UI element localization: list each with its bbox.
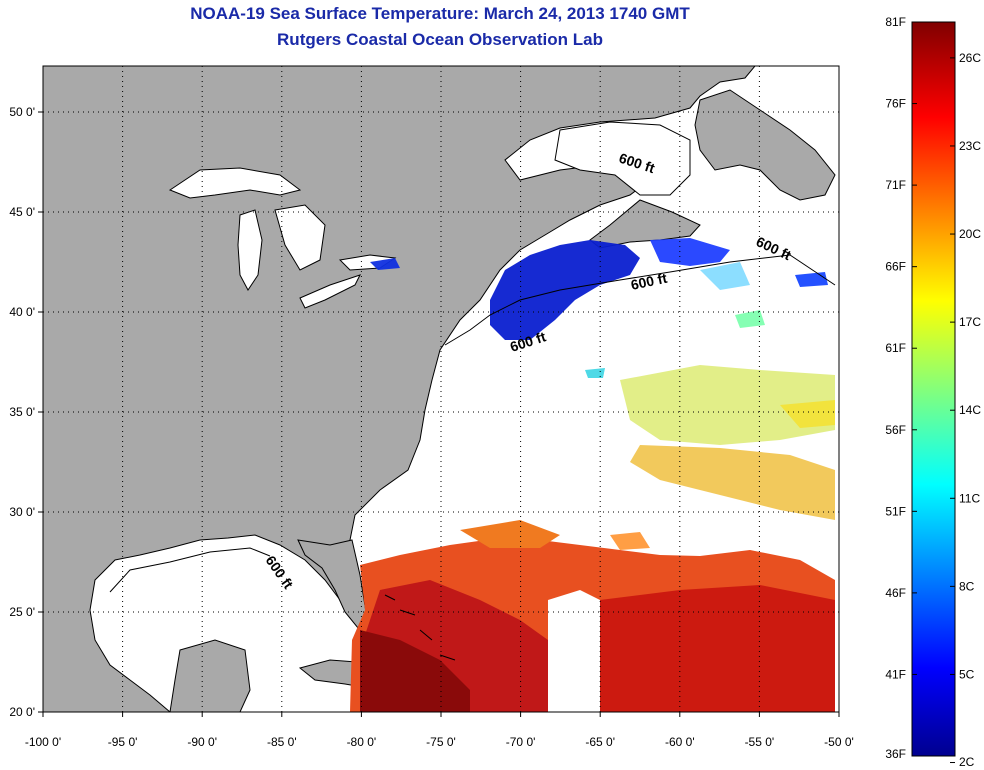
colorbar-c-label: 11C xyxy=(959,491,980,505)
lat-tick-label: 50 0' xyxy=(9,105,35,119)
sst-cold-shelf xyxy=(370,238,828,340)
colorbar-c-label: 2C xyxy=(959,755,975,769)
land-nova-scotia xyxy=(589,199,701,249)
colorbar-f-label: 61F xyxy=(885,341,906,355)
land-newfoundland xyxy=(694,89,836,201)
colorbar-c-label: 14C xyxy=(959,403,981,417)
colorbar-f-label: 71F xyxy=(885,178,906,192)
colorbar-c-label: 8C xyxy=(959,579,975,593)
colorbar-fahrenheit-labels: 81F 76F 71F 66F 61F 56F 51F 46F 41F 36F xyxy=(885,15,917,761)
sst-mid xyxy=(620,365,835,520)
sst-warm xyxy=(350,520,835,712)
colorbar-f-label: 41F xyxy=(885,667,906,681)
land-north-america xyxy=(43,66,756,712)
colorbar-c-label: 5C xyxy=(959,667,975,681)
lon-tick-label: -50 0' xyxy=(824,735,854,749)
lon-tick-label: -75 0' xyxy=(426,735,456,749)
lat-tick-label: 25 0' xyxy=(9,605,35,619)
map-subtitle: Rutgers Coastal Ocean Observation Lab xyxy=(277,30,603,49)
colorbar-f-label: 36F xyxy=(885,747,906,761)
lake-huron xyxy=(274,204,326,271)
colorbar-celsius-labels: 26C 23C 20C 17C 14C 11C 8C 5C 2C xyxy=(950,51,981,769)
colorbar-c-label: 20C xyxy=(959,227,981,241)
contour-label-600ft: 600 ft xyxy=(629,270,668,293)
colorbar-c-label: 23C xyxy=(959,139,981,153)
colorbar-f-label: 46F xyxy=(885,586,906,600)
lon-tick-label: -100 0' xyxy=(25,735,61,749)
colorbar-f-label: 66F xyxy=(885,260,906,274)
latitude-labels: 20 0' 25 0' 30 0' 35 0' 40 0' 45 0' 50 0' xyxy=(9,105,43,719)
lon-tick-label: -70 0' xyxy=(506,735,536,749)
colorbar-f-label: 76F xyxy=(885,97,906,111)
lon-tick-label: -90 0' xyxy=(187,735,217,749)
lon-tick-label: -85 0' xyxy=(267,735,297,749)
lat-tick-label: 35 0' xyxy=(9,405,35,419)
lat-tick-label: 40 0' xyxy=(9,305,35,319)
lon-tick-label: -55 0' xyxy=(745,735,775,749)
lake-erie xyxy=(299,274,361,309)
colorbar-f-label: 81F xyxy=(885,15,906,29)
lon-tick-label: -65 0' xyxy=(585,735,615,749)
land-yucatan xyxy=(169,639,251,712)
sst-transition xyxy=(585,262,765,378)
colorbar-c-label: 26C xyxy=(959,51,981,65)
colorbar-f-label: 56F xyxy=(885,423,906,437)
lat-tick-label: 20 0' xyxy=(9,705,35,719)
lat-tick-label: 45 0' xyxy=(9,205,35,219)
lon-tick-label: -95 0' xyxy=(108,735,138,749)
colorbar xyxy=(911,21,956,757)
lake-michigan xyxy=(237,209,263,291)
colorbar-c-label: 17C xyxy=(959,315,981,329)
map-title: NOAA-19 Sea Surface Temperature: March 2… xyxy=(190,4,690,23)
lon-tick-label: -80 0' xyxy=(347,735,377,749)
lon-tick-label: -60 0' xyxy=(665,735,695,749)
colorbar-f-label: 51F xyxy=(885,504,906,518)
lat-tick-label: 30 0' xyxy=(9,505,35,519)
longitude-labels: -100 0' -95 0' -90 0' -85 0' -80 0' -75 0' -70… xyxy=(25,712,854,749)
